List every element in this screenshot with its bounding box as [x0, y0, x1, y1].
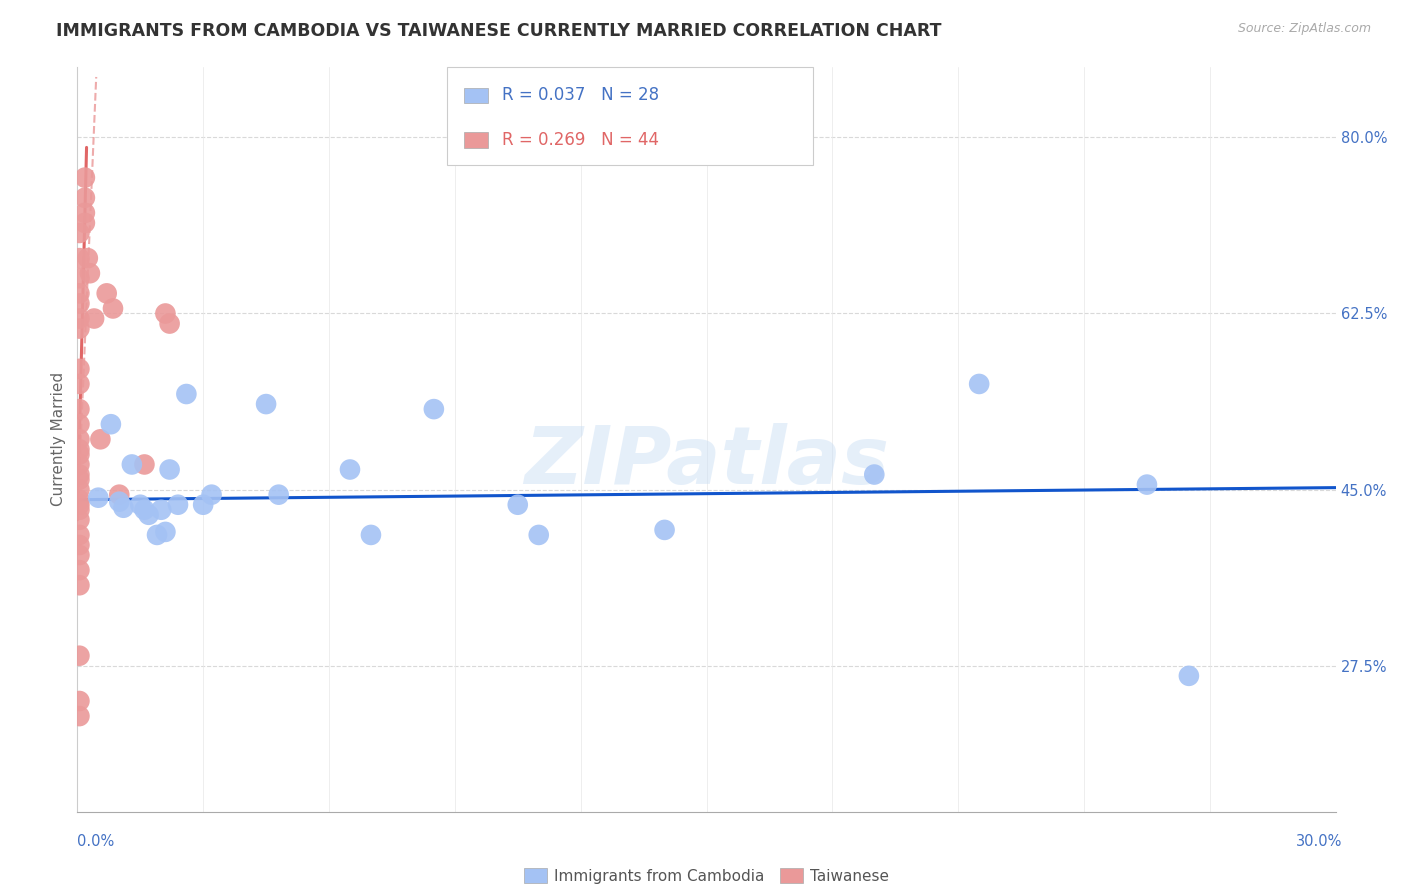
Point — [67, 563, 90, 577]
Point — [108, 488, 131, 502]
Text: ZIPatlas: ZIPatlas — [524, 423, 889, 500]
Point — [134, 502, 156, 516]
Point — [67, 467, 90, 482]
Point — [67, 473, 90, 487]
Point — [67, 417, 90, 432]
Point — [67, 502, 90, 516]
Point — [73, 191, 96, 205]
Point — [67, 513, 90, 527]
Point — [67, 492, 90, 507]
Point — [73, 170, 96, 185]
Point — [100, 417, 122, 432]
Point — [67, 694, 90, 708]
Point — [73, 216, 96, 230]
Text: Source: ZipAtlas.com: Source: ZipAtlas.com — [1237, 22, 1371, 36]
Point — [67, 709, 90, 723]
Point — [159, 317, 181, 331]
Point — [129, 498, 152, 512]
Point — [67, 442, 90, 457]
Point — [339, 462, 361, 476]
Point — [101, 301, 124, 316]
Point — [134, 458, 156, 472]
Text: R = 0.037   N = 28: R = 0.037 N = 28 — [502, 87, 659, 104]
Text: IMMIGRANTS FROM CAMBODIA VS TAIWANESE CURRENTLY MARRIED CORRELATION CHART: IMMIGRANTS FROM CAMBODIA VS TAIWANESE CU… — [56, 22, 942, 40]
Point — [360, 528, 382, 542]
Point — [76, 251, 98, 265]
Point — [79, 266, 101, 280]
Point — [191, 498, 215, 512]
Point — [167, 498, 190, 512]
Point — [423, 402, 446, 417]
Y-axis label: Currently Married: Currently Married — [51, 372, 66, 507]
Point — [863, 467, 886, 482]
Point — [67, 286, 90, 301]
Point — [67, 538, 90, 552]
Point — [155, 306, 177, 320]
Point — [67, 483, 90, 497]
Point — [67, 447, 90, 461]
Point — [527, 528, 550, 542]
Point — [112, 500, 135, 515]
Point — [67, 362, 90, 376]
Point — [267, 488, 290, 502]
Text: 0.0%: 0.0% — [77, 834, 114, 849]
Point — [96, 286, 118, 301]
Point — [67, 458, 90, 472]
Text: 30.0%: 30.0% — [1296, 834, 1343, 849]
Legend: Immigrants from Cambodia, Taiwanese: Immigrants from Cambodia, Taiwanese — [517, 862, 896, 889]
Text: R = 0.269   N = 44: R = 0.269 N = 44 — [502, 131, 659, 149]
Point — [176, 387, 198, 401]
Point — [67, 402, 90, 417]
Point — [254, 397, 277, 411]
Point — [967, 376, 990, 391]
Point — [67, 433, 90, 447]
Point — [67, 321, 90, 335]
Point — [87, 491, 110, 505]
Point — [67, 528, 90, 542]
Point — [73, 206, 96, 220]
Point — [89, 433, 111, 447]
Point — [67, 376, 90, 391]
Point — [654, 523, 676, 537]
Point — [159, 462, 181, 476]
Point — [67, 271, 90, 285]
Point — [67, 251, 90, 265]
Point — [1178, 669, 1201, 683]
Point — [67, 578, 90, 592]
Point — [67, 548, 90, 562]
Point — [200, 488, 222, 502]
Point — [67, 648, 90, 663]
Point — [155, 524, 177, 539]
Point — [67, 296, 90, 310]
Point — [506, 498, 529, 512]
Point — [67, 498, 90, 512]
Point — [138, 508, 160, 522]
Point — [150, 502, 173, 516]
Point — [108, 494, 131, 508]
Point — [146, 528, 169, 542]
Point — [83, 311, 105, 326]
Point — [121, 458, 143, 472]
Point — [67, 311, 90, 326]
Point — [1136, 477, 1159, 491]
Point — [67, 226, 90, 240]
